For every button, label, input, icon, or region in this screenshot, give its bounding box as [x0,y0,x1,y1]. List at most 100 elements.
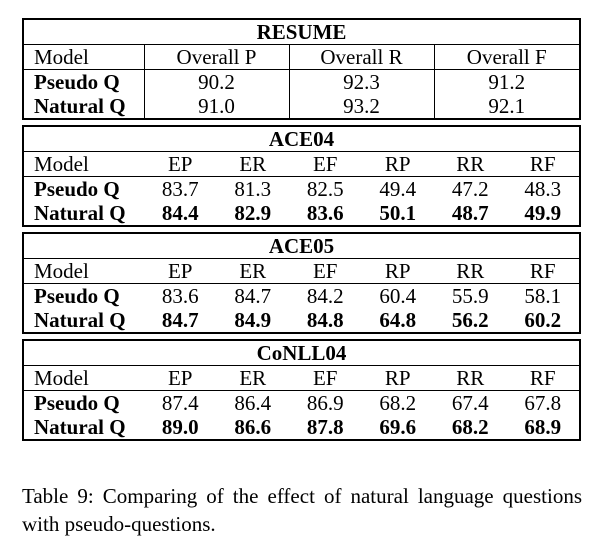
resume-block: RESUME Model Overall P Overall R Overall… [22,18,581,120]
header-model: Model [24,44,145,70]
header-er: ER [216,258,289,284]
table-cell: 56.2 [451,308,489,332]
table-cell: 86.6 [234,415,272,439]
ace05-block: ACE05 Model EP ER EF RP RR RF Pseudo Q 8… [22,232,581,334]
header-rr: RR [434,258,507,284]
row-model-label: Pseudo Q [34,177,120,201]
table-row: Pseudo Q 83.7 81.3 82.5 49.4 47.2 48.3 [24,177,579,202]
conll04-title: CoNLL04 [24,341,579,366]
table-row: Pseudo Q 90.2 92.3 91.2 [24,69,579,94]
row-model-label: Natural Q [34,201,126,225]
table-row: Natural Q 91.0 93.2 92.1 [24,94,579,118]
table-cell: 84.7 [234,284,272,308]
header-ep: EP [144,258,217,284]
table-cell: 91.0 [144,94,290,118]
table-caption: Table 9: Comparing of the effect of natu… [22,484,582,536]
row-model-label: Natural Q [24,94,145,118]
table-cell: 84.8 [306,308,344,332]
table-cell: 67.8 [524,391,562,415]
header-rr: RR [434,365,507,391]
resume-header-row: Model Overall P Overall R Overall F [24,44,579,70]
header-rf: RF [506,365,579,391]
table-cell: 47.2 [451,177,489,201]
ace04-header-row: Model EP ER EF RP RR RF [24,151,579,177]
table-cell: 58.1 [524,284,562,308]
table-row: Natural Q 89.0 86.6 87.8 69.6 68.2 68.9 [24,415,579,439]
table-cell: 86.4 [234,391,272,415]
table-cell: 84.9 [234,308,272,332]
table-cell: 60.4 [379,284,417,308]
table-cell: 64.8 [379,308,417,332]
header-ef: EF [289,151,362,177]
table-cell: 91.2 [488,70,526,94]
table-cell: 92.1 [488,94,526,118]
table-cell: 83.7 [161,177,199,201]
header-rp: RP [361,151,434,177]
conll04-header-row: Model EP ER EF RP RR RF [24,365,579,391]
header-overall-f: Overall F [434,44,579,70]
table-row: Pseudo Q 83.6 84.7 84.2 60.4 55.9 58.1 [24,284,579,309]
header-er: ER [216,365,289,391]
header-model: Model [24,365,144,391]
row-model-label: Pseudo Q [24,69,145,94]
row-model-label: Pseudo Q [34,284,120,308]
table-cell: 87.8 [306,415,344,439]
results-table: RESUME Model Overall P Overall R Overall… [22,18,581,441]
table-cell: 84.7 [161,308,199,332]
table-row: Natural Q 84.4 82.9 83.6 50.1 48.7 49.9 [24,201,579,225]
table-cell: 67.4 [451,391,489,415]
row-model-label: Natural Q [34,415,126,439]
header-rf: RF [506,258,579,284]
conll04-table: CoNLL04 Model EP ER EF RP RR RF Pseudo Q… [24,341,579,439]
table-cell: 48.7 [451,201,489,225]
table-cell: 87.4 [161,391,199,415]
table-cell: 82.9 [234,201,272,225]
ace04-block: ACE04 Model EP ER EF RP RR RF Pseudo Q 8… [22,125,581,227]
header-ep: EP [144,365,217,391]
table-cell: 68.2 [379,391,417,415]
table-cell: 49.4 [379,177,417,201]
table-cell: 93.2 [289,94,435,118]
header-ef: EF [289,258,362,284]
ace05-title: ACE05 [24,234,579,259]
table-cell: 83.6 [161,284,199,308]
table-cell: 90.2 [144,69,290,94]
table-cell: 89.0 [161,415,199,439]
row-model-label: Natural Q [34,308,126,332]
table-cell: 92.3 [289,69,435,94]
table-cell: 48.3 [524,177,562,201]
header-er: ER [216,151,289,177]
table-cell: 49.9 [524,201,562,225]
ace05-table: ACE05 Model EP ER EF RP RR RF Pseudo Q 8… [24,234,579,332]
header-overall-p: Overall P [144,44,290,70]
conll04-block: CoNLL04 Model EP ER EF RP RR RF Pseudo Q… [22,339,581,441]
table-row: Pseudo Q 87.4 86.4 86.9 68.2 67.4 67.8 [24,391,579,416]
table-cell: 83.6 [306,201,344,225]
table-cell: 55.9 [451,284,489,308]
header-overall-r: Overall R [289,44,435,70]
header-ef: EF [289,365,362,391]
table-cell: 86.9 [306,391,344,415]
ace04-title: ACE04 [24,127,579,152]
table-cell: 81.3 [234,177,272,201]
header-rf: RF [506,151,579,177]
header-ep: EP [144,151,217,177]
resume-title: RESUME [24,20,579,45]
table-cell: 68.2 [451,415,489,439]
ace04-table: ACE04 Model EP ER EF RP RR RF Pseudo Q 8… [24,127,579,225]
table-cell: 60.2 [524,308,562,332]
table-cell: 50.1 [379,201,417,225]
resume-table: RESUME Model Overall P Overall R Overall… [24,20,579,118]
table-cell: 84.2 [306,284,344,308]
header-rp: RP [361,365,434,391]
header-model: Model [24,151,144,177]
header-rr: RR [434,151,507,177]
table-cell: 69.6 [379,415,417,439]
header-rp: RP [361,258,434,284]
table-cell: 82.5 [306,177,344,201]
table-cell: 84.4 [161,201,199,225]
row-model-label: Pseudo Q [34,391,120,415]
table-row: Natural Q 84.7 84.9 84.8 64.8 56.2 60.2 [24,308,579,332]
ace05-header-row: Model EP ER EF RP RR RF [24,258,579,284]
table-cell: 68.9 [524,415,562,439]
